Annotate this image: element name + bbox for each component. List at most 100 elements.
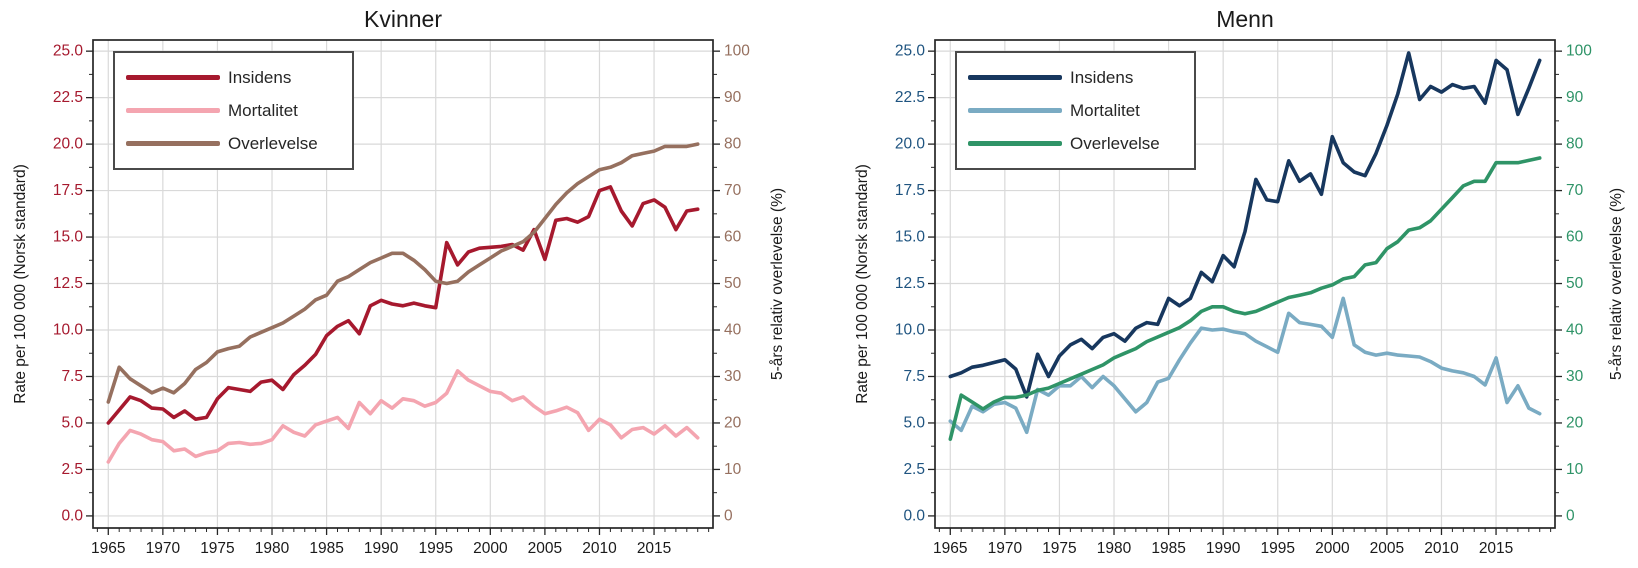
y-right-tick-label: 0 bbox=[1566, 507, 1575, 524]
y-left-tick-label: 2.5 bbox=[903, 461, 925, 478]
legend-item-insidens: Insidens bbox=[126, 69, 346, 86]
x-tick-label: 1970 bbox=[988, 540, 1023, 557]
x-tick-label: 1995 bbox=[1261, 540, 1295, 557]
y-left-tick-label: 22.5 bbox=[895, 89, 925, 106]
legend-item-overlevelse: Overlevelse bbox=[126, 135, 346, 152]
insidens-line-swatch bbox=[126, 75, 220, 80]
y-right-tick-label: 30 bbox=[724, 368, 742, 385]
y-right-tick-label: 20 bbox=[724, 414, 742, 431]
insidens-line-swatch bbox=[968, 75, 1062, 80]
y-right-tick-label: 40 bbox=[1566, 322, 1584, 339]
x-tick-label: 2015 bbox=[1479, 540, 1513, 557]
x-tick-label: 2005 bbox=[1370, 540, 1404, 557]
x-tick-label: 1980 bbox=[1097, 540, 1132, 557]
x-tick-label: 1965 bbox=[933, 540, 967, 557]
legend-label: Insidens bbox=[228, 68, 292, 87]
menn-y-axis-left: 0.0 2.5 5.0 7.5 10.0 12.5 15.0 17.5 20.0 22.5 25.0 bbox=[895, 43, 935, 524]
y-left-tick-label: 20.0 bbox=[53, 136, 84, 153]
kvinner-overlevelse-line bbox=[106, 142, 700, 404]
menn-legend: Insidens Mortalitet Overlevelse bbox=[955, 51, 1196, 170]
y-left-tick-label: 17.5 bbox=[895, 182, 925, 199]
kvinner-plot-frame bbox=[92, 39, 714, 529]
y-left-tick-label: 22.5 bbox=[53, 89, 83, 106]
y-left-tick-label: 5.0 bbox=[903, 414, 925, 431]
y-left-tick-label: 17.5 bbox=[53, 182, 83, 199]
y-right-tick-label: 80 bbox=[1566, 136, 1584, 153]
y-right-tick-label: 90 bbox=[724, 89, 742, 106]
y-left-tick-label: 12.5 bbox=[53, 275, 83, 292]
y-right-tick-label: 60 bbox=[724, 229, 742, 246]
x-tick-label: 1990 bbox=[364, 540, 399, 557]
kvinner-legend: Insidens Mortalitet Overlevelse bbox=[113, 51, 354, 170]
menn-insidens-line bbox=[948, 51, 1542, 399]
y-left-tick-label: 0.0 bbox=[903, 507, 925, 524]
legend-label: Overlevelse bbox=[1070, 134, 1160, 153]
y-left-tick-label: 7.5 bbox=[61, 368, 83, 385]
legend-item-mortalitet: Mortalitet bbox=[126, 102, 346, 119]
y-right-tick-label: 80 bbox=[724, 136, 742, 153]
legend-item-insidens: Insidens bbox=[968, 69, 1188, 86]
menn-y-axis-left-label: Rate per 100 000 (Norsk standard) bbox=[854, 164, 871, 404]
x-tick-label: 1980 bbox=[255, 540, 290, 557]
y-left-tick-label: 25.0 bbox=[895, 43, 926, 60]
y-right-tick-label: 10 bbox=[724, 461, 742, 478]
y-right-tick-label: 50 bbox=[724, 275, 742, 292]
panel-title-menn: Menn bbox=[1216, 6, 1274, 32]
kvinner-mortalitet-line bbox=[106, 369, 700, 464]
legend-label: Insidens bbox=[1070, 68, 1134, 87]
y-left-tick-label: 2.5 bbox=[61, 461, 83, 478]
y-right-tick-label: 50 bbox=[1566, 275, 1584, 292]
menn-overlevelse-line bbox=[948, 156, 1542, 442]
x-tick-label: 1995 bbox=[419, 540, 453, 557]
y-right-tick-label: 30 bbox=[1566, 368, 1584, 385]
y-left-tick-label: 0.0 bbox=[61, 507, 83, 524]
x-tick-label: 2010 bbox=[1424, 540, 1459, 557]
x-tick-label: 1965 bbox=[91, 540, 125, 557]
mortalitet-line-swatch bbox=[968, 108, 1062, 113]
x-tick-label: 1990 bbox=[1206, 540, 1241, 557]
x-tick-label: 2000 bbox=[1315, 540, 1350, 557]
y-right-tick-label: 10 bbox=[1566, 461, 1584, 478]
x-tick-label: 1985 bbox=[309, 540, 343, 557]
menn-mortalitet-line bbox=[948, 296, 1542, 435]
y-left-tick-label: 25.0 bbox=[53, 43, 84, 60]
y-right-tick-label: 0 bbox=[724, 507, 733, 524]
kvinner-y-axis-right-label: 5-års relativ overlevelse (%) bbox=[769, 187, 786, 381]
y-left-tick-label: 10.0 bbox=[53, 322, 84, 339]
kvinner-y-axis-right: 0 10 20 30 40 50 60 70 80 90 100 bbox=[713, 43, 750, 524]
y-right-tick-label: 20 bbox=[1566, 414, 1584, 431]
y-left-tick-label: 10.0 bbox=[895, 322, 926, 339]
x-tick-label: 1975 bbox=[1042, 540, 1076, 557]
y-right-tick-label: 90 bbox=[1566, 89, 1584, 106]
y-left-tick-label: 5.0 bbox=[61, 414, 83, 431]
menn-y-axis-right-label: 5-års relativ overlevelse (%) bbox=[1608, 187, 1625, 381]
menn-y-axis-right: 0 10 20 30 40 50 60 70 80 90 100 bbox=[1555, 43, 1592, 524]
legend-item-mortalitet: Mortalitet bbox=[968, 102, 1188, 119]
y-right-tick-label: 60 bbox=[1566, 229, 1584, 246]
x-tick-label: 2005 bbox=[528, 540, 562, 557]
overlevelse-line-swatch bbox=[126, 141, 220, 146]
kvinner-y-axis-left-label: Rate per 100 000 (Norsk standard) bbox=[12, 164, 29, 404]
x-tick-label: 1970 bbox=[146, 540, 181, 557]
x-tick-label: 2015 bbox=[637, 540, 671, 557]
menn-x-axis: 1965 1970 1975 1980 1985 1990 1995 2000 2005 2010… bbox=[933, 528, 1552, 557]
y-right-tick-label: 70 bbox=[724, 182, 742, 199]
y-right-tick-label: 100 bbox=[724, 43, 750, 60]
y-right-tick-label: 100 bbox=[1566, 43, 1592, 60]
kvinner-y-axis-left: 0.0 2.5 5.0 7.5 10.0 12.5 15.0 17.5 20.0 22.5 25.0 bbox=[53, 43, 93, 524]
legend-item-overlevelse: Overlevelse bbox=[968, 135, 1188, 152]
legend-label: Mortalitet bbox=[228, 101, 298, 120]
panel-menn: 1965 1970 1975 1980 1985 1990 1995 2000 2005 2010… bbox=[895, 39, 1592, 557]
overlevelse-line-swatch bbox=[968, 141, 1062, 146]
y-left-tick-label: 20.0 bbox=[895, 136, 926, 153]
kvinner-x-axis: 1965 1970 1975 1980 1985 1990 1995 2000 2005 2010… bbox=[91, 528, 710, 557]
legend-label: Overlevelse bbox=[228, 134, 318, 153]
panel-kvinner: 1965 1970 1975 1980 1985 1990 1995 2000 2005 2010… bbox=[53, 39, 750, 557]
x-tick-label: 1985 bbox=[1151, 540, 1185, 557]
menn-plot-frame bbox=[934, 39, 1556, 529]
mortalitet-line-swatch bbox=[126, 108, 220, 113]
y-left-tick-label: 15.0 bbox=[53, 229, 84, 246]
x-tick-label: 2010 bbox=[582, 540, 617, 557]
y-left-tick-label: 12.5 bbox=[895, 275, 925, 292]
